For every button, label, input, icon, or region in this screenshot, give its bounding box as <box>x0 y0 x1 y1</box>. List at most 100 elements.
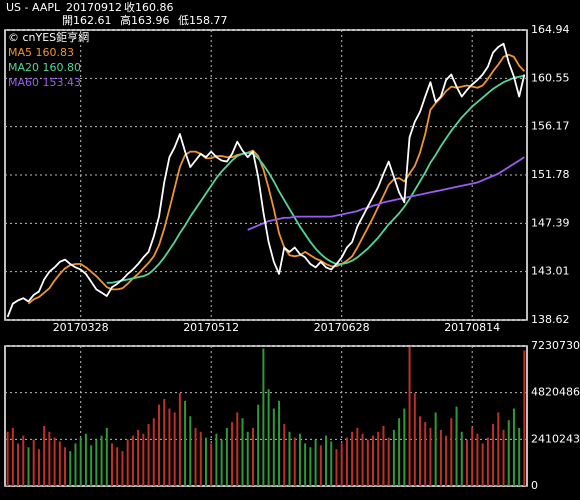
volume-bar <box>460 431 463 486</box>
volume-bar <box>131 435 134 486</box>
volume-bar <box>95 439 98 486</box>
volume-bar <box>210 443 213 486</box>
x-tick-label: 20170628 <box>314 321 370 334</box>
volume-bar <box>278 400 281 486</box>
volume-bar <box>408 346 411 486</box>
volume-bar <box>53 437 56 486</box>
volume-bar <box>439 429 442 486</box>
volume-bar <box>351 431 354 486</box>
volume-bar <box>241 418 244 486</box>
volume-bar <box>236 412 239 486</box>
volume-bar <box>413 393 416 486</box>
volume-bar <box>194 427 197 486</box>
volume-bar <box>398 418 401 486</box>
volume-bar <box>272 408 275 486</box>
volume-bar <box>392 429 395 486</box>
volume-bar <box>366 439 369 486</box>
volume-bar <box>387 437 390 486</box>
volume-bar <box>147 424 150 486</box>
volume-bar <box>507 420 510 486</box>
volume-bar <box>424 422 427 486</box>
volume-bar <box>178 393 181 486</box>
volume-bar <box>126 439 129 486</box>
x-tick-label: 20170328 <box>53 321 109 334</box>
volume-bar <box>330 441 333 486</box>
volume-bar <box>523 350 526 486</box>
volume-bar <box>471 427 474 486</box>
y-tick-label: 72307300 <box>531 339 580 352</box>
volume-bar <box>304 443 307 486</box>
x-tick-label: 20170512 <box>183 321 239 334</box>
header-open: 開162.61 <box>62 14 112 27</box>
volume-bar <box>157 404 160 486</box>
volume-bar <box>22 435 25 486</box>
y-tick-label: 138.62 <box>531 313 570 326</box>
volume-bar <box>6 431 9 486</box>
volume-bar <box>58 441 61 486</box>
volume-bar <box>251 427 254 486</box>
volume-bar <box>100 435 103 486</box>
volume-bar <box>27 447 30 486</box>
volume-bar <box>283 424 286 486</box>
volume-bar <box>481 443 484 486</box>
y-tick-label: 0 <box>531 479 538 492</box>
legend-value: 160.83 <box>36 46 75 59</box>
header-close: 收160.86 <box>124 0 174 14</box>
volume-bar <box>455 406 458 486</box>
volume-bar <box>382 425 385 486</box>
volume-bar <box>37 449 40 486</box>
volume-bar <box>476 433 479 486</box>
volume-bar <box>377 431 380 486</box>
ma-line <box>106 74 525 284</box>
volume-bar <box>11 427 14 486</box>
volume-bar <box>17 443 20 486</box>
volume-bar <box>215 433 218 486</box>
volume-bar <box>48 431 51 486</box>
header-symbol: US - AAPL <box>6 1 61 14</box>
volume-bar <box>518 427 521 486</box>
volume-bar <box>288 431 291 486</box>
y-tick-label: 156.17 <box>531 120 570 133</box>
legend-value: 160.80 <box>43 61 82 74</box>
legend-name: MA60 <box>8 76 39 89</box>
volume-bar <box>246 431 249 486</box>
volume-bar <box>325 435 328 486</box>
volume-bar <box>111 443 114 486</box>
volume-bar <box>173 412 176 486</box>
volume-bar <box>335 449 338 486</box>
volume-bar <box>403 408 406 486</box>
volume-bar <box>309 447 312 486</box>
volume-bar <box>189 416 192 486</box>
y-tick-label: 24102433 <box>531 432 580 445</box>
volume-bar <box>450 418 453 486</box>
volume-bar <box>502 429 505 486</box>
volume-bar <box>512 408 515 486</box>
volume-bar <box>116 447 119 486</box>
volume-bar <box>79 437 82 486</box>
volume-bar <box>319 445 322 486</box>
volume-bar <box>345 437 348 486</box>
volume-bar <box>314 439 317 486</box>
header-date: 20170912 <box>66 1 122 14</box>
volume-bar <box>142 433 145 486</box>
volume-bar <box>262 348 265 486</box>
volume-bar <box>43 425 46 486</box>
volume-bar <box>361 433 364 486</box>
x-tick-label: 20170814 <box>444 321 500 334</box>
volume-bar <box>231 422 234 486</box>
volume-bar <box>105 427 108 486</box>
volume-bar <box>163 398 166 486</box>
volume-bar <box>267 389 270 486</box>
volume-bar <box>429 427 432 486</box>
volume-bar <box>486 437 489 486</box>
volume-bar <box>340 443 343 486</box>
volume-bar <box>356 427 359 486</box>
volume-bar <box>293 437 296 486</box>
volume-bar <box>90 445 93 486</box>
volume-bar <box>497 412 500 486</box>
ma-line <box>247 156 525 231</box>
volume-bar <box>121 451 124 486</box>
legend-value: 153.43 <box>43 76 82 89</box>
